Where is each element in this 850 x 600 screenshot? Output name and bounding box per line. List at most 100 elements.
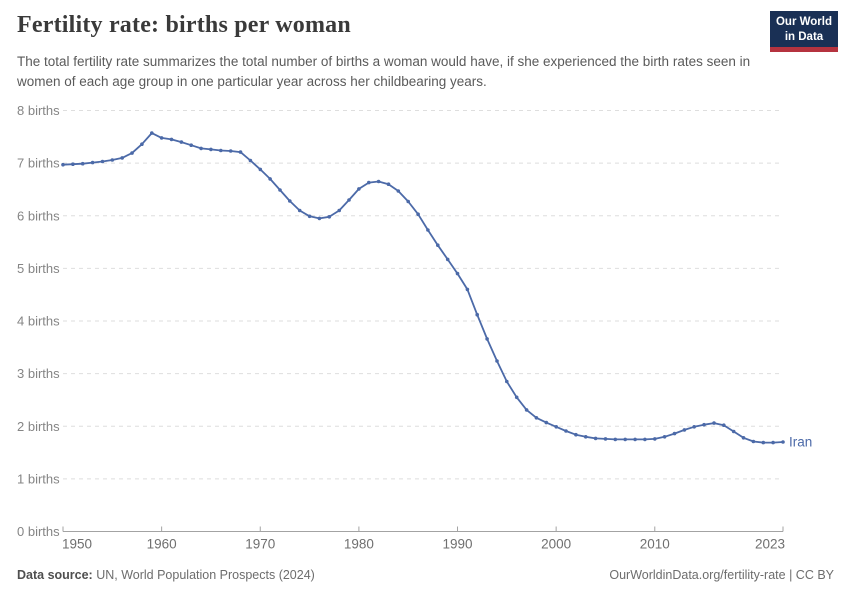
data-point[interactable] bbox=[485, 337, 489, 341]
data-source-note: Data source: UN, World Population Prospe… bbox=[17, 568, 315, 582]
data-point[interactable] bbox=[702, 422, 706, 427]
data-point[interactable] bbox=[653, 437, 657, 441]
data-point[interactable] bbox=[465, 287, 470, 292]
data-point[interactable] bbox=[307, 214, 312, 219]
data-point[interactable] bbox=[505, 379, 509, 384]
data-point[interactable] bbox=[120, 156, 124, 160]
series-end-label[interactable]: Iran bbox=[789, 435, 812, 450]
y-tick-label: 4 births bbox=[17, 314, 60, 329]
data-point[interactable] bbox=[189, 143, 193, 147]
data-point[interactable] bbox=[288, 199, 292, 203]
data-point[interactable] bbox=[495, 359, 499, 363]
data-point[interactable] bbox=[445, 257, 450, 262]
trend-line[interactable] bbox=[62, 132, 784, 444]
data-point[interactable] bbox=[682, 428, 687, 432]
data-point[interactable] bbox=[238, 150, 243, 154]
data-point[interactable] bbox=[268, 177, 272, 181]
data-point[interactable] bbox=[692, 425, 696, 429]
data-point[interactable] bbox=[199, 146, 203, 151]
data-point[interactable] bbox=[722, 423, 726, 428]
data-point[interactable] bbox=[248, 158, 253, 163]
data-point[interactable] bbox=[357, 187, 361, 191]
data-point[interactable] bbox=[337, 208, 342, 213]
y-tick-label: 3 births bbox=[17, 366, 60, 381]
x-tick-label: 1970 bbox=[245, 537, 275, 552]
data-point[interactable] bbox=[61, 162, 65, 167]
data-point[interactable] bbox=[396, 189, 401, 193]
data-point[interactable] bbox=[574, 432, 578, 437]
data-source-value: UN, World Population Prospects (2024) bbox=[92, 568, 315, 582]
attribution-note: OurWorldinData.org/fertility-rate | CC B… bbox=[609, 568, 834, 582]
data-point[interactable] bbox=[662, 435, 667, 439]
data-point[interactable] bbox=[613, 437, 618, 442]
data-point[interactable] bbox=[169, 137, 174, 142]
data-point[interactable] bbox=[731, 429, 736, 434]
data-point[interactable] bbox=[514, 395, 519, 400]
x-tick-label: 1950 bbox=[62, 537, 92, 552]
data-point[interactable] bbox=[554, 425, 558, 429]
y-tick-label: 2 births bbox=[17, 419, 60, 434]
y-tick-label: 8 births bbox=[17, 103, 60, 118]
data-point[interactable] bbox=[455, 271, 460, 276]
data-point[interactable] bbox=[781, 440, 785, 444]
data-point[interactable] bbox=[219, 148, 223, 153]
data-point[interactable] bbox=[228, 149, 233, 153]
x-tick-label: 1960 bbox=[147, 537, 177, 552]
data-point[interactable] bbox=[633, 437, 637, 442]
x-tick-label: 2000 bbox=[541, 537, 571, 552]
data-point[interactable] bbox=[386, 182, 391, 186]
data-point[interactable] bbox=[593, 436, 598, 441]
data-point[interactable] bbox=[179, 140, 184, 144]
data-point[interactable] bbox=[347, 198, 351, 202]
data-point[interactable] bbox=[297, 208, 302, 213]
data-point[interactable] bbox=[110, 158, 115, 162]
data-point[interactable] bbox=[524, 408, 529, 412]
data-point[interactable] bbox=[751, 439, 756, 444]
data-point[interactable] bbox=[80, 161, 85, 166]
license-label: | CC BY bbox=[785, 568, 834, 582]
y-tick-label: 5 births bbox=[17, 261, 60, 276]
data-point[interactable] bbox=[150, 131, 154, 135]
data-point[interactable] bbox=[771, 440, 775, 445]
data-point[interactable] bbox=[100, 159, 105, 164]
y-tick-label: 1 births bbox=[17, 471, 60, 486]
y-tick-label: 7 births bbox=[17, 156, 60, 171]
data-point[interactable] bbox=[376, 179, 381, 184]
data-point[interactable] bbox=[672, 431, 677, 436]
data-point[interactable] bbox=[90, 160, 95, 165]
data-point[interactable] bbox=[583, 435, 588, 439]
data-point[interactable] bbox=[564, 429, 568, 433]
owid-logo[interactable]: Our World in Data bbox=[770, 11, 838, 52]
owid-url-link[interactable]: OurWorldinData.org/fertility-rate bbox=[609, 568, 786, 582]
data-point[interactable] bbox=[475, 312, 480, 317]
data-point[interactable] bbox=[623, 437, 627, 442]
data-point[interactable] bbox=[712, 421, 716, 425]
owid-logo-line1: Our World bbox=[775, 16, 832, 28]
data-point[interactable] bbox=[258, 167, 263, 172]
data-point[interactable] bbox=[159, 136, 164, 140]
data-point[interactable] bbox=[416, 212, 420, 216]
data-point[interactable] bbox=[317, 216, 322, 221]
data-point[interactable] bbox=[426, 228, 430, 232]
x-tick-label: 2023 bbox=[755, 537, 785, 552]
data-point[interactable] bbox=[741, 436, 746, 440]
x-tick-label: 2010 bbox=[640, 537, 670, 552]
data-point[interactable] bbox=[278, 188, 282, 192]
data-point[interactable] bbox=[327, 215, 332, 219]
data-point[interactable] bbox=[643, 437, 647, 442]
x-tick-label: 1980 bbox=[344, 537, 374, 552]
data-point[interactable] bbox=[436, 243, 440, 247]
data-point[interactable] bbox=[71, 162, 75, 166]
data-point[interactable] bbox=[209, 147, 213, 152]
data-point[interactable] bbox=[130, 151, 134, 155]
data-point[interactable] bbox=[367, 180, 371, 185]
owid-logo-line2: in Data bbox=[784, 30, 824, 43]
data-point[interactable] bbox=[534, 416, 539, 420]
data-source-label: Data source: bbox=[17, 568, 93, 582]
data-point[interactable] bbox=[544, 420, 549, 425]
data-point[interactable] bbox=[603, 437, 608, 441]
data-point[interactable] bbox=[406, 199, 411, 204]
data-point[interactable] bbox=[140, 142, 144, 146]
data-point[interactable] bbox=[761, 440, 766, 445]
